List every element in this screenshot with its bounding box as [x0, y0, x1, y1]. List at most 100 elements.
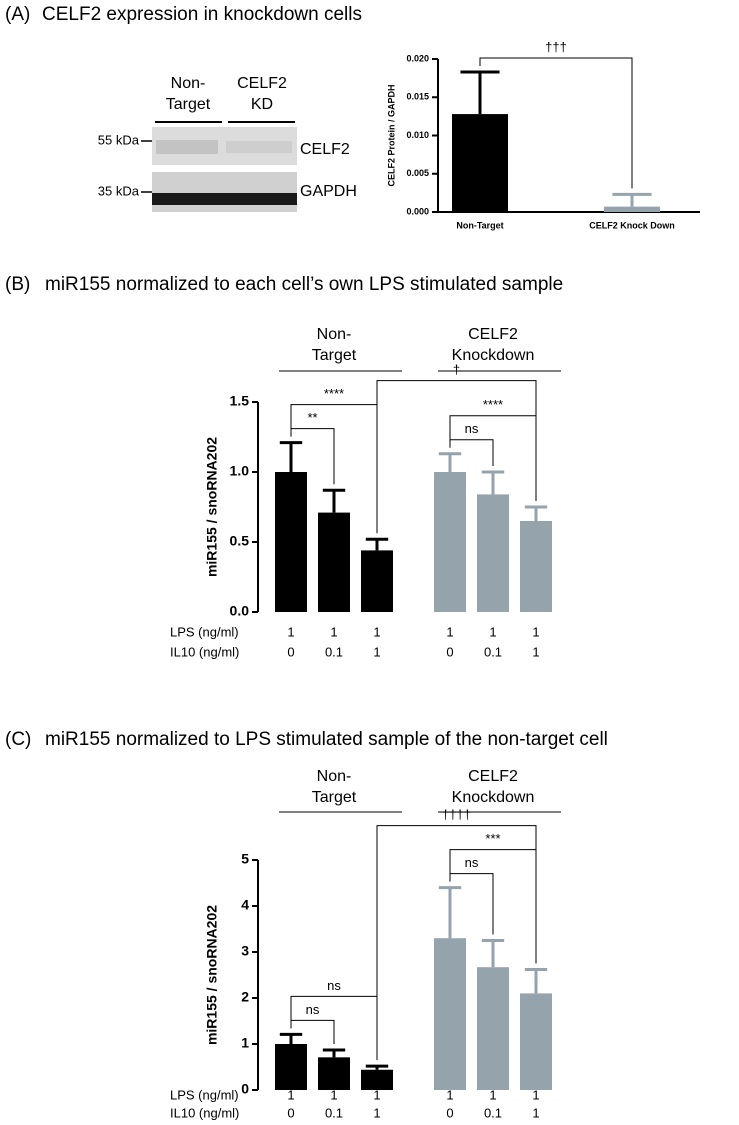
bracket: [449, 439, 494, 466]
error-bar: [365, 1064, 389, 1070]
bar: [520, 521, 552, 612]
group-label: Target: [312, 347, 357, 364]
bracket: [290, 428, 335, 485]
row-value: 1: [489, 1087, 496, 1102]
row-value: 1: [532, 624, 539, 639]
group-label: CELF2: [468, 768, 518, 785]
row-value: 0.1: [484, 1105, 502, 1120]
error-bar: [365, 537, 389, 551]
bracket: [290, 1019, 335, 1044]
row-value: 1: [330, 1087, 337, 1102]
error-bar: [481, 470, 505, 495]
blot-band: [156, 140, 218, 154]
y-tick-label: 2: [241, 989, 249, 1005]
panel-label: (C): [5, 729, 31, 750]
panel-label: (B): [5, 274, 30, 295]
bar: [361, 1069, 393, 1090]
error-bar: [460, 70, 500, 115]
row-value: 0.1: [325, 644, 343, 659]
error-bar: [279, 441, 303, 472]
y-axis-label: CELF2 Protein / GAPDH: [386, 84, 396, 186]
y-tick-label: 0: [241, 1081, 249, 1097]
bar: [477, 494, 509, 612]
band-label: GAPDH: [300, 183, 357, 200]
row-value: 1: [446, 624, 453, 639]
row-value: 0.1: [484, 644, 502, 659]
error-bar: [612, 192, 652, 207]
blot-image: [141, 121, 297, 212]
lane-label: CELF2: [237, 75, 287, 92]
y-tick-label: 0.020: [406, 53, 429, 63]
error-bar: [279, 1032, 303, 1044]
row-value: 0.1: [325, 1105, 343, 1120]
group-label: Non-: [317, 326, 352, 343]
annotation: **: [307, 410, 317, 425]
row-label: IL10 (ng/ml): [170, 644, 239, 659]
bracket: [449, 849, 537, 964]
bracket: [449, 873, 494, 935]
bracket: [376, 825, 537, 997]
row-label: IL10 (ng/ml): [170, 1105, 239, 1120]
lane-label: Non-: [171, 75, 206, 92]
row-value: 1: [330, 624, 337, 639]
y-tick-label: 1: [241, 1035, 249, 1051]
group-label: Non-: [317, 768, 352, 785]
lane-label: Target: [166, 96, 211, 113]
x-tick-label: CELF2 Knock Down: [589, 220, 675, 230]
error-bar: [438, 886, 462, 939]
row-value: 0: [446, 644, 453, 659]
blot-strip: [152, 172, 297, 212]
y-axis-label: miR155 / snoRNA202: [204, 905, 220, 1045]
bar: [452, 114, 508, 212]
error-bar: [322, 1048, 346, 1058]
size-marker: 35 kDa: [98, 183, 140, 198]
y-tick-label: 1.5: [230, 393, 250, 409]
size-marker: 55 kDa: [98, 132, 140, 147]
y-tick-label: 1.0: [230, 463, 250, 479]
annotation: ††††: [442, 807, 471, 822]
group-label: Knockdown: [452, 347, 535, 364]
row-value: 0: [287, 644, 294, 659]
bracket: [479, 57, 633, 189]
row-label: LPS (ng/ml): [170, 624, 239, 639]
y-tick-label: 0.5: [230, 533, 250, 549]
y-tick-label: 3: [241, 943, 249, 959]
error-bar: [524, 505, 548, 521]
panel-title: CELF2 expression in knockdown cells: [42, 4, 362, 25]
annotation: ns: [465, 855, 479, 870]
panel-title: miR155 normalized to each cell’s own LPS…: [45, 274, 563, 295]
row-value: 1: [373, 644, 380, 659]
bar: [477, 967, 509, 1090]
lane-label: KD: [251, 96, 273, 113]
y-tick-label: 0.0: [230, 603, 250, 619]
blot-band: [152, 193, 297, 205]
panel-label: (A): [5, 4, 30, 25]
bar: [520, 993, 552, 1090]
row-value: 1: [373, 624, 380, 639]
row-value: 1: [532, 644, 539, 659]
group-label: Knockdown: [452, 789, 535, 806]
y-tick-label: 0.005: [406, 168, 429, 178]
bar: [604, 206, 660, 212]
error-bar: [322, 488, 346, 513]
row-value: 1: [373, 1087, 380, 1102]
y-tick-label: 0.000: [406, 206, 429, 216]
bar: [318, 1057, 350, 1090]
annotation: ns: [327, 978, 341, 993]
group-label: Target: [312, 789, 357, 806]
y-tick-label: 0.015: [406, 92, 429, 102]
bar: [275, 1044, 307, 1090]
bracket: [290, 404, 378, 534]
row-value: 1: [446, 1087, 453, 1102]
row-value: 0: [446, 1105, 453, 1120]
annotation: ns: [465, 421, 479, 436]
row-value: 1: [287, 1087, 294, 1102]
annotation: †: [453, 362, 460, 377]
row-value: 1: [532, 1087, 539, 1102]
y-tick-label: 0.010: [406, 130, 429, 140]
error-bar: [438, 452, 462, 472]
annotation: ****: [483, 397, 503, 412]
group-label: CELF2: [468, 326, 518, 343]
annotation: ns: [306, 1002, 320, 1017]
bracket: [449, 415, 537, 501]
